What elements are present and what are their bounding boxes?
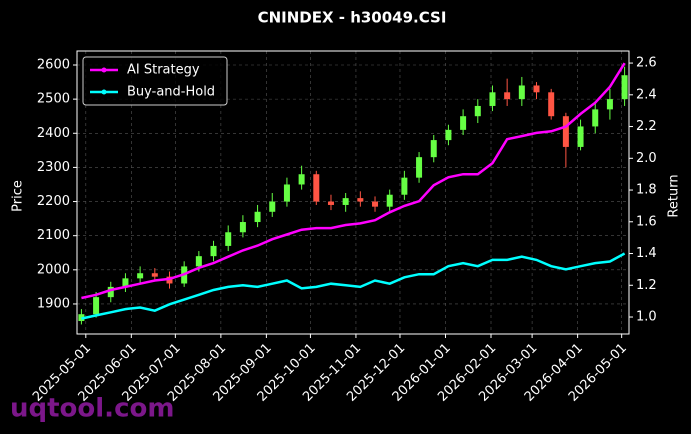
- candle-body: [151, 273, 158, 277]
- candle-body: [416, 157, 423, 178]
- candle-body: [239, 222, 246, 233]
- legend-label: Buy-and-Hold: [127, 85, 215, 100]
- y-tick-label: 2600: [37, 57, 70, 72]
- series-line: [81, 252, 626, 320]
- plot-frame: [76, 50, 630, 335]
- y-tick-label: 2200: [37, 194, 70, 209]
- candle-body: [254, 211, 261, 223]
- candle-body: [357, 198, 364, 202]
- watermark: uqtool.com: [10, 394, 174, 424]
- candle-body: [592, 109, 599, 127]
- legend-marker: [101, 67, 107, 73]
- candle-body: [621, 75, 628, 100]
- candle-body: [137, 273, 144, 279]
- y-tick-label: 2300: [37, 160, 70, 175]
- candle-body: [401, 177, 408, 195]
- candle-body: [298, 174, 305, 185]
- y2-tick-label: 2.2: [636, 119, 657, 134]
- y-tick-label: 2100: [37, 228, 70, 243]
- y2-tick-label: 1.2: [636, 278, 657, 293]
- candle-body: [327, 201, 334, 205]
- candle-body: [195, 256, 202, 267]
- y2-tick-label: 1.8: [636, 183, 657, 198]
- candle-body: [548, 92, 555, 117]
- y-axis-label: Price: [11, 180, 26, 212]
- y-tick-label: 2000: [37, 262, 70, 277]
- y2-tick-label: 1.4: [636, 246, 657, 261]
- y2-tick-label: 1.0: [636, 310, 657, 325]
- y-tick-label: 2500: [37, 92, 70, 107]
- y2-tick-label: 1.6: [636, 214, 657, 229]
- candle-body: [342, 198, 349, 205]
- candle-body: [504, 92, 511, 100]
- candle-body: [93, 297, 100, 315]
- series-line: [81, 62, 626, 300]
- candle-body: [577, 126, 584, 147]
- candle-body: [489, 92, 496, 106]
- candle-body: [372, 201, 379, 207]
- candle-body: [210, 245, 217, 257]
- y2-axis-label: Return: [667, 174, 682, 217]
- candle-body: [386, 194, 393, 207]
- y-tick-label: 1900: [37, 296, 70, 311]
- candle-body: [445, 129, 452, 141]
- candle-body: [283, 184, 290, 202]
- candle-body: [107, 286, 114, 298]
- legend-marker: [101, 89, 107, 95]
- candle-body: [562, 116, 569, 147]
- candle-body: [313, 174, 320, 202]
- y2-tick-label: 2.4: [636, 87, 657, 102]
- candle-body: [122, 278, 129, 287]
- candle-body: [225, 232, 232, 246]
- y-tick-label: 2400: [37, 126, 70, 141]
- legend: AI Strategy Buy-and-Hold: [82, 56, 228, 106]
- candle-body: [474, 105, 481, 117]
- candle-body: [269, 201, 276, 212]
- chart-title: CNINDEX - h30049.CSI: [258, 9, 447, 27]
- candle-body: [460, 116, 467, 130]
- candle-body: [430, 140, 437, 158]
- candle-body: [606, 99, 613, 110]
- candle-body: [533, 85, 540, 93]
- legend-box: [82, 56, 228, 106]
- legend-label: AI Strategy: [127, 63, 200, 78]
- y2-tick-label: 2.0: [636, 151, 657, 166]
- candle-body: [518, 85, 525, 100]
- y2-tick-label: 2.6: [636, 56, 657, 71]
